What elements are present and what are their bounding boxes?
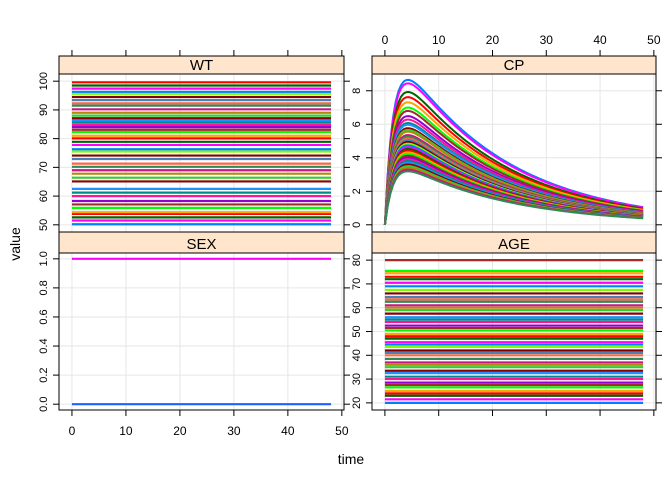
y-tick-label: 50 (351, 325, 363, 337)
y-tick-label: 30 (351, 373, 363, 385)
strip-label: WT (190, 57, 213, 74)
y-tick-label: 0.0 (38, 397, 50, 412)
x-tick-label: 30 (540, 33, 554, 47)
y-tick-label: 20 (351, 397, 363, 409)
x-tick-label: 10 (119, 424, 133, 438)
panel-wt: WT 50 60 70 80 90 100 (38, 50, 350, 233)
y-tick-label: 0 (351, 222, 363, 228)
y-tick-label: 6 (351, 121, 363, 127)
panel-sex: SEX 0.0 0.2 0.4 0.6 0.8 1.0 0 10 20 30 40 50 (38, 231, 350, 438)
x-tick-label: 20 (173, 424, 187, 438)
series-group (71, 81, 332, 226)
y-tick-label: 0.4 (38, 338, 50, 353)
y-tick-label: 0.8 (38, 280, 50, 295)
x-axis-label: time (338, 451, 365, 467)
y-tick-label: 40 (351, 349, 363, 361)
panel-cp: CP 0 2 4 6 8 0 10 20 30 40 50 (351, 33, 662, 233)
y-tick-label: 100 (38, 72, 50, 90)
y-axis-label: value (7, 227, 23, 261)
x-tick-label: 10 (432, 33, 446, 47)
y-tick-label: 1.0 (38, 251, 50, 266)
strip-label: CP (504, 57, 525, 74)
x-tick-label: 40 (593, 33, 607, 47)
y-tick-label: 50 (38, 219, 50, 231)
y-tick-label: 0.6 (38, 309, 50, 324)
y-tick-label: 60 (351, 302, 363, 314)
series-line (383, 170, 644, 225)
x-tick-label: 0 (382, 33, 389, 47)
x-tick-label: 30 (227, 424, 241, 438)
x-tick-label: 20 (486, 33, 500, 47)
y-tick-label: 70 (351, 278, 363, 290)
y-tick-label: 2 (351, 188, 363, 194)
strip-label: SEX (186, 236, 216, 253)
series-group (384, 259, 644, 404)
x-tick-label: 40 (281, 424, 295, 438)
panel-border (58, 252, 345, 411)
y-tick-label: 70 (38, 161, 50, 173)
y-tick-label: 80 (38, 133, 50, 145)
x-tick-label: 50 (647, 33, 661, 47)
panel-age: AGE 20 30 40 50 60 70 80 (351, 231, 662, 416)
x-tick-label: 50 (335, 424, 349, 438)
y-tick-label: 60 (38, 190, 50, 202)
strip-label: AGE (498, 236, 530, 253)
y-tick-label: 80 (351, 254, 363, 266)
series-line (383, 82, 644, 225)
series-group (71, 257, 332, 406)
y-tick-label: 4 (351, 155, 363, 161)
y-tick-label: 90 (38, 104, 50, 116)
y-tick-label: 8 (351, 88, 363, 94)
x-tick-label: 0 (69, 424, 76, 438)
series-group (383, 78, 644, 225)
y-tick-label: 0.2 (38, 367, 50, 382)
